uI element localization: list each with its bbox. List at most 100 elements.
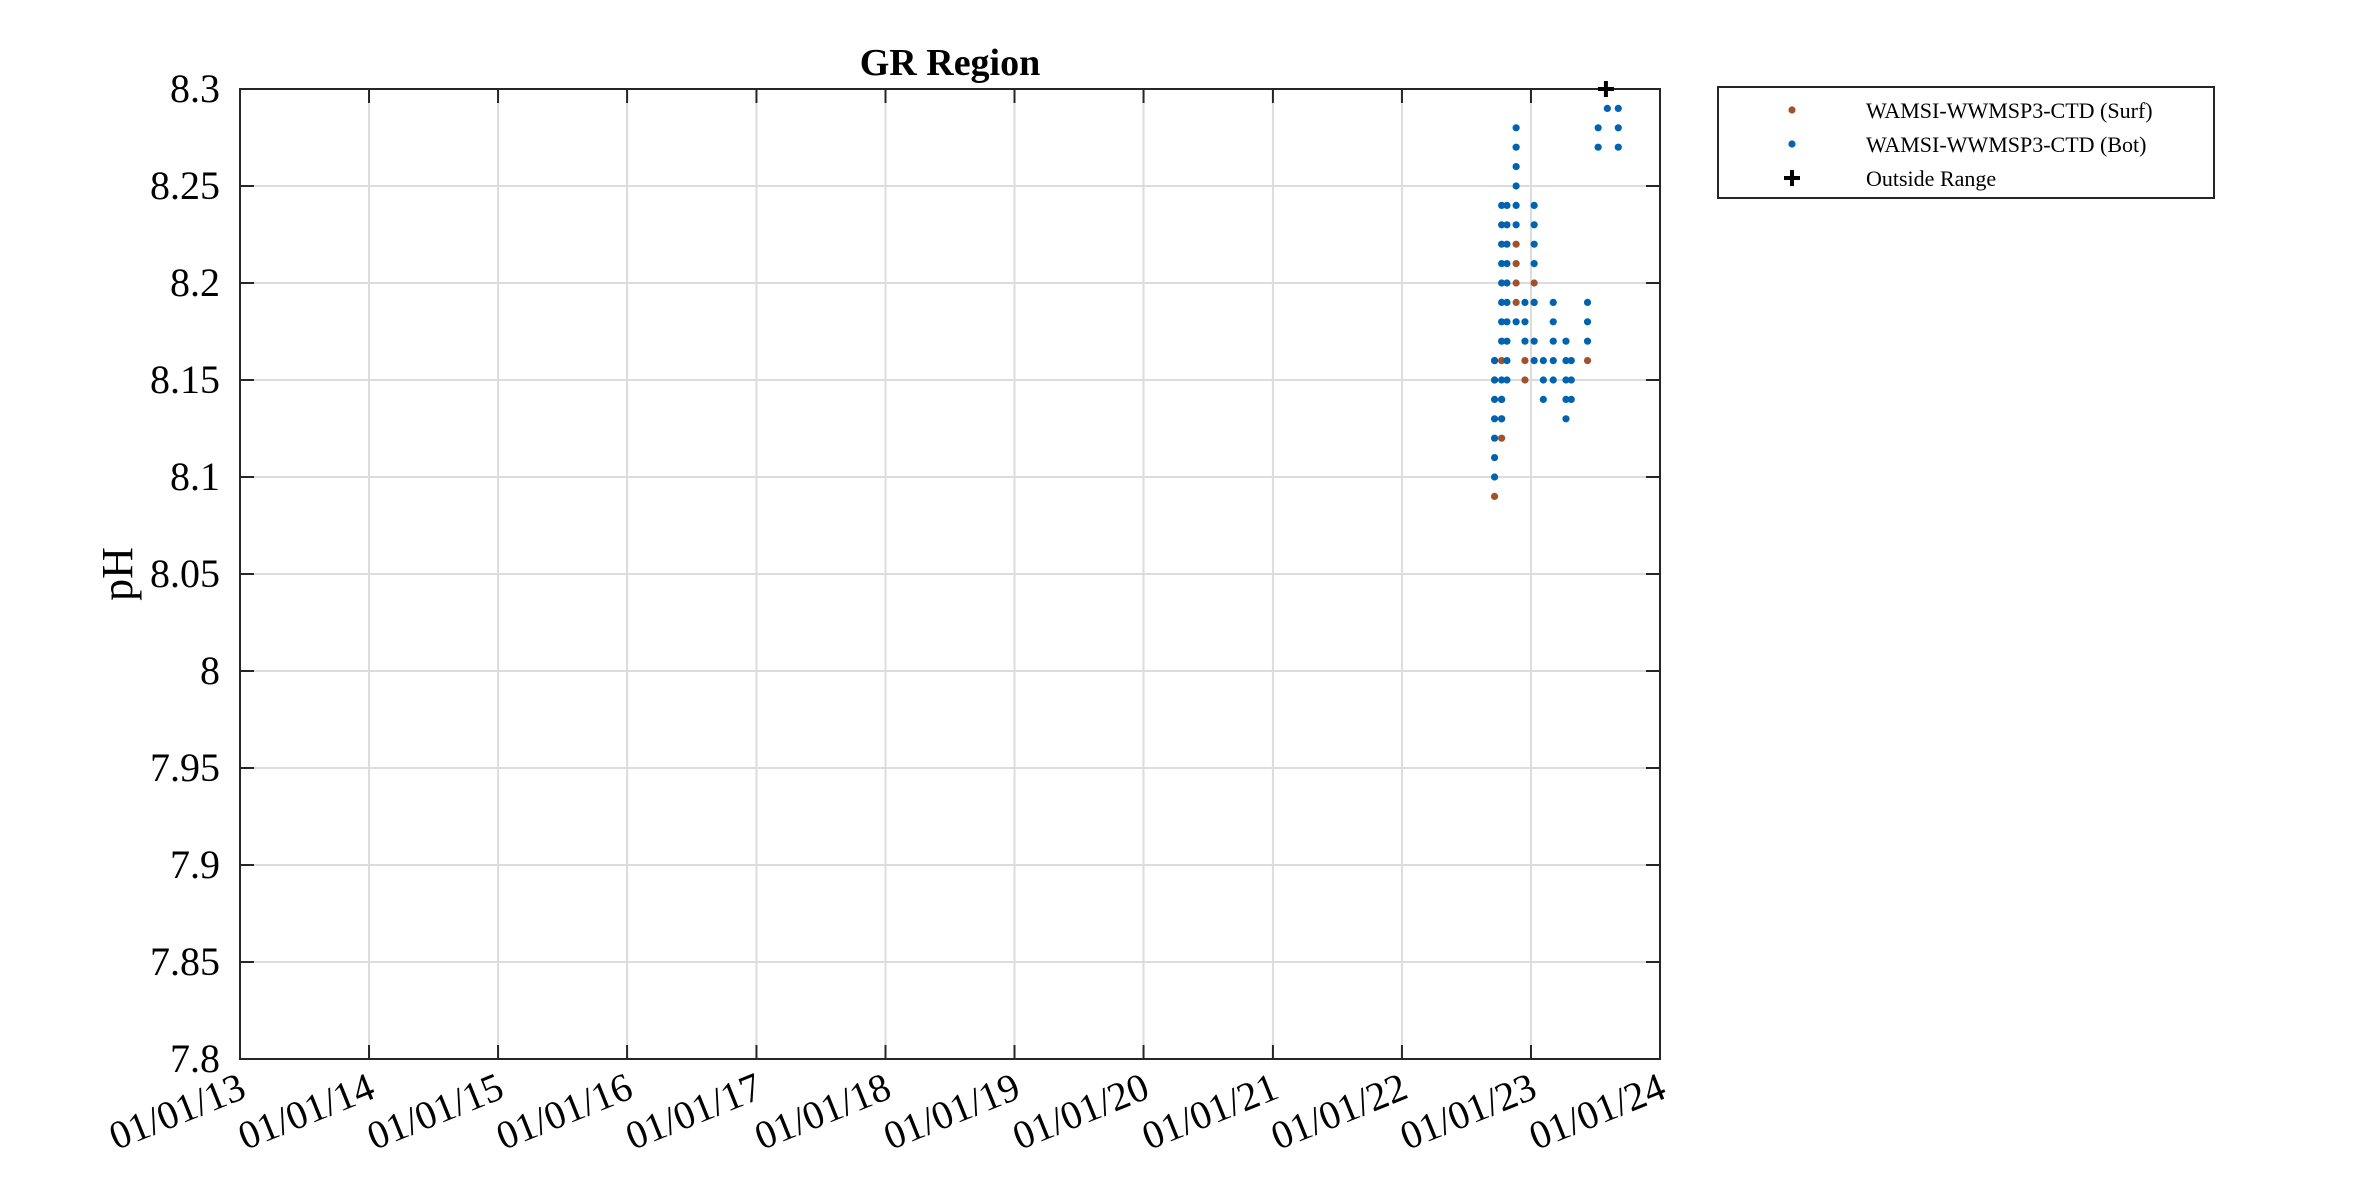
point-wamsi-wwmsp3-ctd-surf xyxy=(1530,279,1538,287)
legend: WAMSI-WWMSP3-CTD (Surf) WAMSI-WWMSP3-CTD … xyxy=(1717,86,2215,199)
point-wamsi-wwmsp3-ctd-bot xyxy=(1521,298,1529,306)
point-wamsi-wwmsp3-ctd-bot xyxy=(1539,376,1547,384)
point-wamsi-wwmsp3-ctd-bot xyxy=(1503,298,1511,306)
point-wamsi-wwmsp3-ctd-bot xyxy=(1549,318,1557,326)
grid-lines xyxy=(239,88,1661,1060)
point-wamsi-wwmsp3-ctd-bot xyxy=(1549,357,1557,365)
point-wamsi-wwmsp3-ctd-bot xyxy=(1512,318,1520,326)
legend-item-wamsi-wwmsp3-ctd-surf: WAMSI-WWMSP3-CTD (Surf) xyxy=(1788,98,2153,123)
point-wamsi-wwmsp3-ctd-bot xyxy=(1490,473,1499,481)
point-wamsi-wwmsp3-ctd-bot xyxy=(1512,124,1520,132)
x-tick-label: 01/01/15 xyxy=(361,1064,510,1159)
point-wamsi-wwmsp3-ctd-bot xyxy=(1498,376,1506,384)
point-wamsi-wwmsp3-ctd-surf xyxy=(1521,357,1529,365)
y-tick-label: 7.85 xyxy=(150,939,220,984)
x-tick-label: 01/01/22 xyxy=(1265,1064,1414,1159)
point-wamsi-wwmsp3-ctd-bot xyxy=(1498,395,1506,403)
point-wamsi-wwmsp3-ctd-bot xyxy=(1549,337,1557,345)
point-wamsi-wwmsp3-ctd-bot xyxy=(1503,337,1511,345)
point-wamsi-wwmsp3-ctd-bot xyxy=(1490,376,1499,384)
point-wamsi-wwmsp3-ctd-bot xyxy=(1530,260,1538,268)
x-tick-label: 01/01/24 xyxy=(1523,1064,1672,1159)
point-wamsi-wwmsp3-ctd-bot xyxy=(1512,182,1520,190)
point-wamsi-wwmsp3-ctd-bot xyxy=(1562,395,1570,403)
point-wamsi-wwmsp3-ctd-bot xyxy=(1530,221,1538,229)
x-tick-label: 01/01/20 xyxy=(1006,1064,1155,1159)
point-wamsi-wwmsp3-ctd-bot xyxy=(1549,376,1557,384)
point-wamsi-wwmsp3-ctd-bot xyxy=(1503,279,1511,287)
point-wamsi-wwmsp3-ctd-bot xyxy=(1594,124,1602,132)
point-wamsi-wwmsp3-ctd-bot xyxy=(1530,298,1538,306)
point-wamsi-wwmsp3-ctd-bot xyxy=(1567,357,1575,365)
point-wamsi-wwmsp3-ctd-bot xyxy=(1562,376,1570,384)
point-wamsi-wwmsp3-ctd-bot xyxy=(1530,337,1538,345)
point-wamsi-wwmsp3-ctd-bot xyxy=(1498,221,1506,229)
chart-title: GR Region xyxy=(860,42,1041,84)
point-wamsi-wwmsp3-ctd-bot xyxy=(1503,260,1511,268)
point-wamsi-wwmsp3-ctd-bot xyxy=(1503,201,1511,209)
point-wamsi-wwmsp3-ctd-bot xyxy=(1503,376,1511,384)
legend-label: WAMSI-WWMSP3-CTD (Bot) xyxy=(1866,132,2147,157)
y-axis-label: pH xyxy=(93,547,142,601)
y-tick-label: 7.95 xyxy=(150,745,220,790)
point-wamsi-wwmsp3-ctd-bot xyxy=(1498,260,1506,268)
y-tick-label: 8 xyxy=(200,648,220,693)
legend-label: WAMSI-WWMSP3-CTD (Surf) xyxy=(1866,98,2153,123)
point-wamsi-wwmsp3-ctd-bot xyxy=(1539,395,1547,403)
x-tick-label: 01/01/14 xyxy=(232,1064,381,1159)
x-tick-label: 01/01/19 xyxy=(877,1064,1026,1159)
data-points xyxy=(1490,81,1622,500)
point-wamsi-wwmsp3-ctd-bot xyxy=(1512,163,1520,171)
point-wamsi-wwmsp3-ctd-bot xyxy=(1530,357,1538,365)
point-wamsi-wwmsp3-ctd-surf xyxy=(1512,240,1520,248)
point-wamsi-wwmsp3-ctd-bot xyxy=(1512,201,1520,209)
legend-label: Outside Range xyxy=(1866,166,1996,191)
point-wamsi-wwmsp3-ctd-bot xyxy=(1498,201,1506,209)
point-wamsi-wwmsp3-ctd-bot xyxy=(1490,357,1499,365)
point-wamsi-wwmsp3-ctd-bot xyxy=(1614,104,1622,112)
point-wamsi-wwmsp3-ctd-bot xyxy=(1567,376,1575,384)
outside-range-marker xyxy=(1597,81,1614,97)
x-tick-label: 01/01/23 xyxy=(1394,1064,1543,1159)
point-wamsi-wwmsp3-ctd-surf xyxy=(1521,376,1529,384)
y-axis-tick-labels: 7.8 7.85 7.9 7.95 8 8.05 8.1 8.15 8.2 8.25 8.3 xyxy=(150,66,220,1081)
point-wamsi-wwmsp3-ctd-surf xyxy=(1583,357,1592,365)
point-wamsi-wwmsp3-ctd-bot xyxy=(1490,395,1499,403)
point-wamsi-wwmsp3-ctd-bot xyxy=(1498,279,1506,287)
point-wamsi-wwmsp3-ctd-bot xyxy=(1503,357,1511,365)
y-tick-label: 8.05 xyxy=(150,551,220,596)
point-wamsi-wwmsp3-ctd-bot xyxy=(1583,318,1592,326)
point-wamsi-wwmsp3-ctd-bot xyxy=(1539,357,1547,365)
point-wamsi-wwmsp3-ctd-bot xyxy=(1583,298,1592,306)
point-wamsi-wwmsp3-ctd-bot xyxy=(1490,434,1499,442)
point-wamsi-wwmsp3-ctd-bot xyxy=(1498,415,1506,423)
point-wamsi-wwmsp3-ctd-bot xyxy=(1512,143,1520,151)
point-wamsi-wwmsp3-ctd-bot xyxy=(1503,221,1511,229)
legend-box xyxy=(1717,86,2215,199)
point-wamsi-wwmsp3-ctd-bot xyxy=(1521,337,1529,345)
point-wamsi-wwmsp3-ctd-surf xyxy=(1512,260,1520,268)
y-tick-label: 7.8 xyxy=(170,1036,220,1081)
legend-item-wamsi-wwmsp3-ctd-bot: WAMSI-WWMSP3-CTD (Bot) xyxy=(1788,132,2147,157)
point-wamsi-wwmsp3-ctd-bot xyxy=(1562,415,1570,423)
point-wamsi-wwmsp3-ctd-bot xyxy=(1498,337,1506,345)
point-wamsi-wwmsp3-ctd-bot xyxy=(1614,143,1622,151)
point-wamsi-wwmsp3-ctd-surf xyxy=(1512,298,1520,306)
point-wamsi-wwmsp3-ctd-bot xyxy=(1498,240,1506,248)
point-wamsi-wwmsp3-ctd-bot xyxy=(1498,298,1506,306)
point-wamsi-wwmsp3-ctd-surf xyxy=(1498,434,1506,442)
x-tick-label: 01/01/21 xyxy=(1136,1064,1285,1159)
y-tick-label: 8.2 xyxy=(170,260,220,305)
y-tick-label: 8.1 xyxy=(170,454,220,499)
point-wamsi-wwmsp3-ctd-bot xyxy=(1603,104,1611,112)
x-tick-label: 01/01/17 xyxy=(619,1064,768,1159)
point-wamsi-wwmsp3-ctd-bot xyxy=(1530,240,1538,248)
axis-ticks xyxy=(239,88,1661,1060)
point-wamsi-wwmsp3-ctd-bot xyxy=(1490,454,1499,462)
point-wamsi-wwmsp3-ctd-bot xyxy=(1490,415,1499,423)
x-tick-label: 01/01/16 xyxy=(490,1064,639,1159)
y-tick-label: 8.15 xyxy=(150,357,220,402)
y-tick-label: 7.9 xyxy=(170,842,220,887)
point-wamsi-wwmsp3-ctd-bot xyxy=(1583,337,1592,345)
